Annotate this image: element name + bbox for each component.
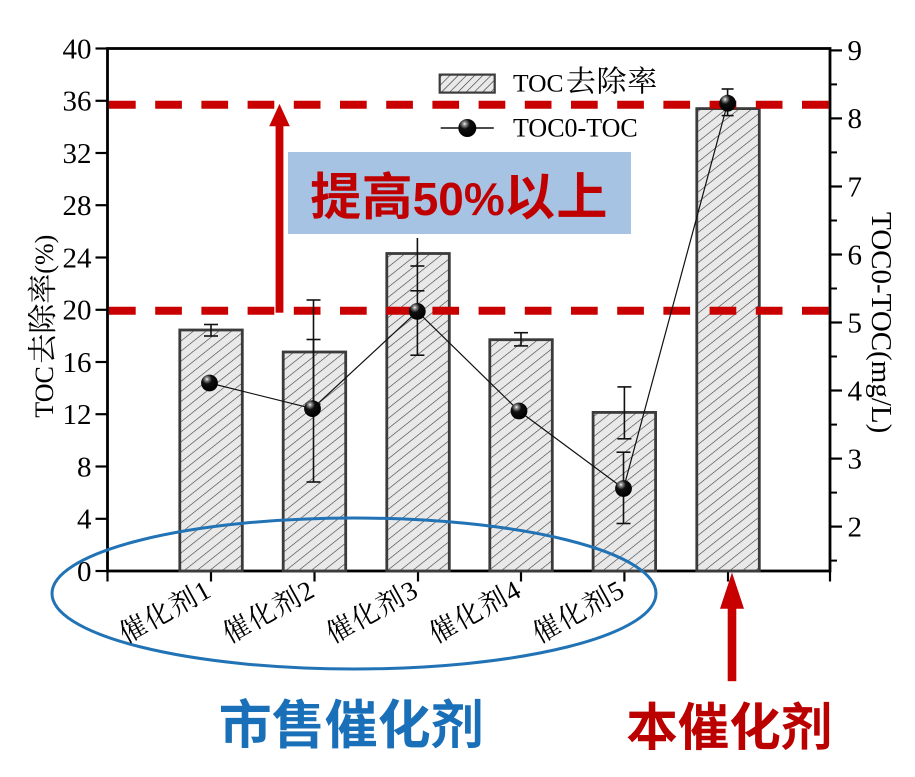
svg-text:40: 40 [63,33,92,65]
svg-text:36: 36 [63,86,92,118]
svg-text:8: 8 [848,103,863,135]
svg-text:6: 6 [848,239,863,271]
svg-text:TOC: TOC [30,366,59,418]
svg-text:16: 16 [63,347,92,379]
svg-text:50%: 50% [413,173,505,225]
svg-text:TOC0-TOC: TOC0-TOC [513,114,638,143]
svg-text:7: 7 [848,171,863,203]
svg-text:24: 24 [63,242,93,274]
svg-text:(%): (%) [30,235,59,274]
svg-text:0: 0 [77,556,92,588]
svg-text:4: 4 [848,375,863,407]
svg-text:20: 20 [63,295,92,327]
svg-text:9: 9 [848,35,863,67]
svg-text:TOC: TOC [513,69,564,98]
svg-text:8: 8 [77,451,92,483]
svg-text:32: 32 [63,138,92,170]
svg-text:4: 4 [77,504,92,536]
svg-text:5: 5 [848,307,863,339]
svg-text:TOC0-TOC(mg/L): TOC0-TOC(mg/L) [865,212,897,433]
svg-text:3: 3 [848,443,863,475]
svg-text:12: 12 [63,399,92,431]
svg-text:2: 2 [848,511,863,543]
svg-text:28: 28 [63,190,92,222]
